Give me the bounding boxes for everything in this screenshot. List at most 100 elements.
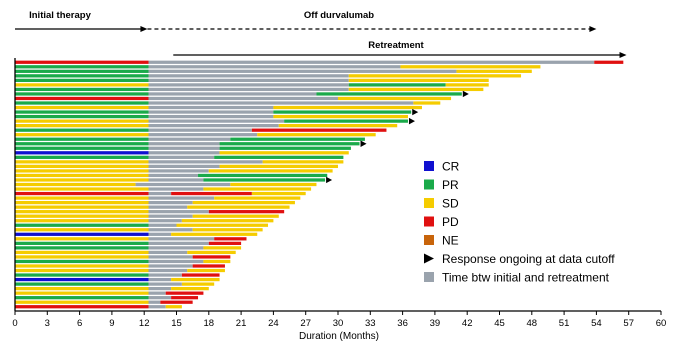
initial-segment-pd bbox=[15, 191, 149, 196]
gap-segment bbox=[148, 83, 349, 87]
gap-segment bbox=[148, 255, 193, 259]
x-tick-label: 15 bbox=[171, 318, 182, 329]
patient-row bbox=[15, 155, 344, 159]
retreat-segment-pd bbox=[192, 264, 225, 268]
patient-row bbox=[15, 250, 236, 255]
initial-segment-sd bbox=[15, 286, 149, 291]
patient-row bbox=[15, 96, 452, 101]
gap-segment bbox=[148, 114, 274, 119]
x-tick-label: 51 bbox=[559, 318, 570, 329]
patient-row bbox=[15, 268, 225, 273]
patient-row bbox=[15, 259, 231, 264]
retreat-segment-sd bbox=[445, 83, 489, 87]
patient-row bbox=[15, 146, 351, 150]
x-axis: 0 3 6 9 12 15 18 21 24 27 30 33 36 39 42 45 48 51 54 57 60 bbox=[12, 58, 666, 329]
x-tick-label: 54 bbox=[591, 318, 602, 329]
patient-row bbox=[15, 237, 247, 241]
retreat-segment-sd bbox=[187, 205, 290, 209]
patient-row bbox=[15, 105, 422, 110]
x-tick-label: 48 bbox=[527, 318, 538, 329]
patient-row bbox=[15, 87, 484, 92]
retreat-segment-pr bbox=[348, 83, 446, 87]
initial-segment-pr bbox=[15, 246, 149, 250]
initial-segment-pr bbox=[15, 101, 149, 105]
initial-segment-sd bbox=[15, 228, 149, 232]
patient-row bbox=[15, 176, 333, 184]
retreat-segment-pr bbox=[284, 119, 408, 123]
retreat-segment-sd bbox=[348, 78, 489, 83]
gap-segment bbox=[148, 210, 209, 214]
initial-segment-pr bbox=[15, 223, 149, 227]
ongoing-arrow-icon bbox=[412, 108, 419, 116]
retreat-segment-pd bbox=[251, 128, 387, 132]
patient-row bbox=[15, 205, 290, 209]
initial-segment-pd bbox=[15, 305, 149, 309]
initial-segment-pr bbox=[15, 78, 149, 83]
patient-row bbox=[15, 108, 419, 116]
patient-row bbox=[15, 78, 489, 83]
ongoing-arrow-icon bbox=[360, 140, 367, 147]
gap-segment bbox=[148, 137, 231, 141]
initial-segment-pr bbox=[15, 142, 149, 146]
initial-segment-pr bbox=[15, 259, 149, 264]
initial-segment-sd bbox=[15, 164, 149, 169]
gap-segment bbox=[148, 305, 166, 309]
retreat-segment-sd bbox=[230, 182, 317, 187]
initial-segment-pr bbox=[15, 92, 149, 96]
patient-row bbox=[15, 124, 398, 128]
gap-segment bbox=[148, 133, 258, 137]
patient-row bbox=[15, 160, 344, 164]
retreat-segment-sd bbox=[219, 151, 349, 155]
retreat-segment-sd bbox=[456, 69, 532, 73]
gap-segment bbox=[148, 205, 188, 209]
retreat-segment-pd bbox=[214, 237, 247, 241]
patient-row bbox=[15, 169, 333, 173]
gap-segment bbox=[148, 223, 177, 227]
ongoing-arrow-icon bbox=[462, 90, 469, 98]
initial-segment-pr bbox=[15, 87, 149, 92]
x-tick-label: 6 bbox=[77, 318, 82, 329]
retreat-segment-sd bbox=[257, 133, 376, 137]
initial-segment-sd bbox=[15, 205, 149, 209]
legend-swatch-gap bbox=[424, 272, 434, 282]
initial-segment-pd bbox=[15, 60, 149, 64]
gap-segment bbox=[148, 119, 285, 123]
initial-segment-sd bbox=[15, 133, 149, 137]
legend-label: Time btw initial and retreatment bbox=[442, 271, 610, 285]
x-tick-label: 0 bbox=[12, 318, 17, 329]
x-tick-label: 57 bbox=[623, 318, 634, 329]
gap-segment bbox=[148, 296, 172, 300]
x-tick-label: 18 bbox=[204, 318, 215, 329]
retreat-segment-pr bbox=[203, 178, 326, 182]
patient-row bbox=[15, 117, 415, 125]
gap-segment bbox=[148, 124, 279, 128]
retreat-segment-sd bbox=[219, 164, 338, 169]
initial-segment-pr bbox=[15, 155, 149, 159]
retreat-segment-pd bbox=[594, 60, 624, 64]
initial-segment-pr bbox=[15, 114, 149, 119]
patient-row bbox=[15, 264, 225, 268]
retreat-segment-pd bbox=[165, 291, 204, 295]
gap-segment bbox=[148, 142, 220, 146]
ongoing-arrow-icon bbox=[326, 176, 333, 184]
initial-segment-pr bbox=[15, 282, 149, 286]
initial-segment-pr bbox=[15, 110, 149, 114]
initial-segment-pr bbox=[15, 65, 149, 69]
legend-arrow-icon bbox=[424, 253, 434, 264]
gap-segment bbox=[148, 110, 274, 114]
initial-segment-pr bbox=[15, 296, 149, 300]
x-tick-label: 12 bbox=[139, 318, 150, 329]
gap-segment bbox=[148, 237, 215, 241]
patient-row bbox=[15, 296, 199, 300]
retreat-segment-sd bbox=[203, 259, 231, 264]
patient-row bbox=[15, 219, 274, 223]
gap-segment bbox=[148, 268, 188, 273]
retreat-segment-sd bbox=[273, 105, 422, 110]
retreat-segment-pd bbox=[171, 191, 252, 196]
retreat-segment-sd bbox=[171, 232, 258, 236]
gap-segment bbox=[148, 187, 204, 191]
x-tick-label: 24 bbox=[268, 318, 279, 329]
initial-segment-pr bbox=[15, 241, 149, 245]
initial-segment-pd bbox=[15, 96, 149, 101]
gap-segment bbox=[148, 146, 220, 150]
